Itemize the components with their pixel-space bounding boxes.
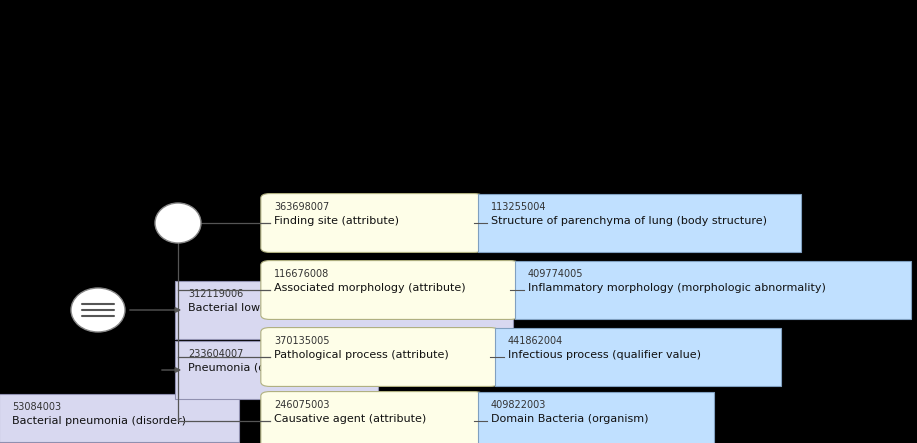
Text: Finding site (attribute): Finding site (attribute) (274, 216, 399, 226)
Text: 409822003: 409822003 (491, 400, 547, 410)
Text: 53084003: 53084003 (12, 402, 61, 412)
Text: Bacterial lower respiratory infection (disorder): Bacterial lower respiratory infection (d… (188, 303, 447, 313)
Text: Inflammatory morphology (morphologic abnormality): Inflammatory morphology (morphologic abn… (528, 283, 826, 293)
Text: 409774005: 409774005 (528, 269, 583, 279)
Ellipse shape (155, 203, 201, 243)
FancyBboxPatch shape (260, 260, 519, 319)
Text: 246075003: 246075003 (274, 400, 329, 410)
Text: 233604007: 233604007 (188, 349, 243, 359)
Text: 370135005: 370135005 (274, 336, 329, 346)
Text: Structure of parenchyma of lung (body structure): Structure of parenchyma of lung (body st… (491, 216, 767, 226)
Text: 312119006: 312119006 (188, 289, 243, 299)
Text: 441862004: 441862004 (508, 336, 563, 346)
Text: Pneumonia (disorder): Pneumonia (disorder) (188, 363, 308, 373)
FancyBboxPatch shape (0, 393, 239, 443)
FancyBboxPatch shape (260, 327, 499, 386)
FancyBboxPatch shape (478, 194, 801, 253)
Text: Associated morphology (attribute): Associated morphology (attribute) (274, 283, 466, 293)
Text: Pathological process (attribute): Pathological process (attribute) (274, 350, 448, 360)
Text: Infectious process (qualifier value): Infectious process (qualifier value) (508, 350, 701, 360)
Text: 116676008: 116676008 (274, 269, 329, 279)
Text: Domain Bacteria (organism): Domain Bacteria (organism) (491, 414, 648, 424)
FancyBboxPatch shape (260, 392, 483, 443)
FancyBboxPatch shape (175, 280, 514, 339)
FancyBboxPatch shape (514, 260, 911, 319)
Text: 363698007: 363698007 (274, 202, 329, 212)
Text: Causative agent (attribute): Causative agent (attribute) (274, 414, 426, 424)
Text: 113255004: 113255004 (491, 202, 547, 212)
Ellipse shape (71, 288, 125, 332)
Text: Bacterial pneumonia (disorder): Bacterial pneumonia (disorder) (12, 416, 186, 426)
FancyBboxPatch shape (478, 392, 714, 443)
FancyBboxPatch shape (260, 194, 483, 253)
FancyBboxPatch shape (495, 327, 781, 386)
FancyBboxPatch shape (175, 341, 378, 400)
